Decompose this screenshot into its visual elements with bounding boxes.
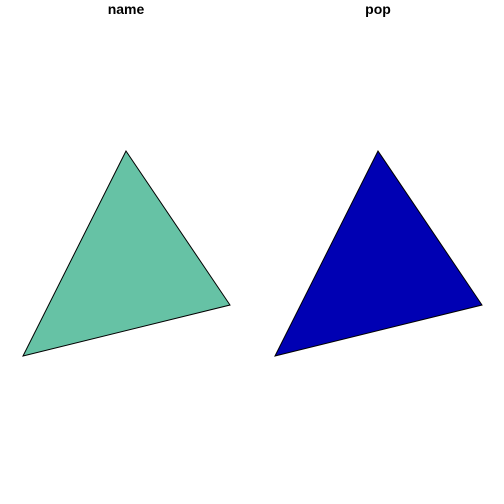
panel-title-name: name xyxy=(107,1,145,17)
map-polygon-name xyxy=(22,150,231,357)
map-panel-name: name xyxy=(22,1,231,357)
map-polygon-pop xyxy=(274,150,483,357)
map-canvas-pop xyxy=(274,150,483,357)
map-panel-pop: pop xyxy=(252,0,504,504)
panel-title-pop: pop xyxy=(365,1,391,17)
map-canvas-name xyxy=(22,150,231,357)
